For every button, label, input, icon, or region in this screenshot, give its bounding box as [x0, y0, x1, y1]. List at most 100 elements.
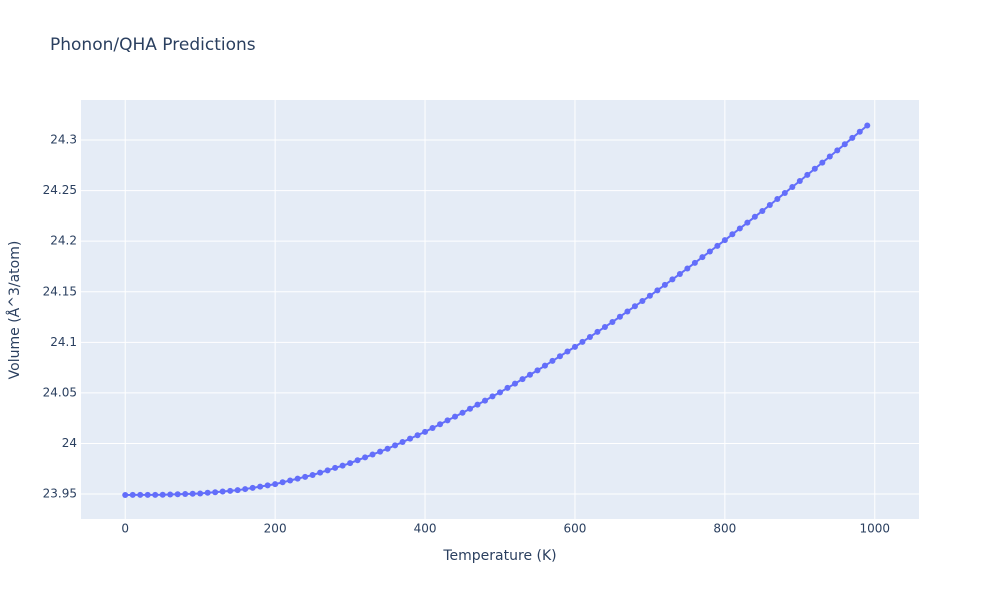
point [332, 464, 339, 471]
y-tick-label: 24.2 [50, 234, 77, 248]
point [849, 134, 856, 141]
point [751, 213, 758, 220]
point [759, 207, 766, 214]
point [736, 225, 743, 232]
point [459, 409, 466, 416]
point [384, 445, 391, 452]
point [646, 292, 653, 299]
x-tick-label: 1000 [860, 522, 891, 536]
point [347, 460, 354, 467]
point [279, 479, 286, 486]
point [639, 298, 646, 305]
point [122, 492, 129, 499]
chart-title: Phonon/QHA Predictions [50, 35, 256, 55]
point [497, 389, 503, 396]
point [302, 473, 309, 480]
point [144, 491, 151, 498]
point [167, 491, 174, 498]
point [422, 428, 429, 435]
point [789, 183, 796, 190]
point [511, 380, 518, 387]
point [339, 462, 346, 469]
point [556, 353, 563, 360]
y-axis-title: Volume (Å^3/atom) [6, 241, 23, 380]
x-tick-label: 400 [414, 522, 437, 536]
point [317, 469, 324, 476]
point [242, 486, 249, 493]
point [174, 491, 181, 498]
point [804, 171, 811, 178]
point [526, 371, 533, 378]
point [534, 367, 541, 374]
point [549, 357, 556, 364]
point [407, 435, 414, 442]
point [841, 141, 848, 148]
y-tick-label: 24.1 [50, 335, 77, 349]
point [287, 477, 294, 484]
point [766, 201, 773, 208]
point [826, 153, 833, 160]
point [781, 189, 788, 196]
point [272, 481, 279, 488]
point [309, 472, 316, 479]
point [519, 376, 526, 383]
line [125, 124, 868, 497]
point [212, 489, 219, 496]
point [369, 451, 376, 458]
point [257, 483, 264, 490]
point [467, 405, 474, 412]
y-tick-label: 24.25 [43, 183, 77, 197]
point [571, 343, 578, 350]
point [684, 265, 691, 272]
point [444, 417, 451, 424]
point [661, 281, 668, 288]
point [362, 454, 369, 461]
x-tick-label: 600 [564, 522, 587, 536]
point [504, 384, 511, 391]
point [564, 348, 571, 355]
point [204, 489, 211, 496]
point [744, 219, 751, 226]
y-tick-label: 24.05 [43, 385, 77, 399]
point [594, 328, 601, 335]
point [714, 242, 721, 249]
point [631, 303, 638, 310]
point [729, 231, 736, 238]
point [774, 196, 781, 203]
point [414, 432, 421, 439]
point [654, 287, 661, 294]
point [609, 318, 616, 325]
point [691, 259, 698, 266]
point [796, 178, 803, 185]
point [234, 487, 241, 494]
point [721, 237, 728, 244]
point [676, 270, 683, 277]
y-tick-label: 24.3 [50, 133, 77, 147]
point [474, 401, 481, 408]
x-axis-title: Temperature (K) [442, 548, 556, 564]
point [864, 122, 871, 129]
point [294, 475, 301, 482]
plot-area [81, 100, 919, 519]
point [834, 147, 841, 154]
y-tick-label: 24.15 [43, 284, 77, 298]
point [579, 338, 586, 345]
point [324, 467, 331, 474]
point [392, 442, 399, 449]
point [429, 424, 436, 431]
point [189, 490, 196, 497]
point [399, 439, 406, 446]
point [856, 128, 863, 135]
point [182, 491, 189, 498]
point [541, 362, 548, 369]
point [624, 308, 631, 315]
point [377, 448, 384, 455]
point [616, 313, 623, 320]
point [482, 397, 489, 404]
point [159, 491, 166, 498]
x-tick-label: 0 [121, 522, 129, 536]
point [354, 457, 361, 464]
point [219, 488, 226, 495]
y-tick-label: 24 [62, 436, 77, 450]
